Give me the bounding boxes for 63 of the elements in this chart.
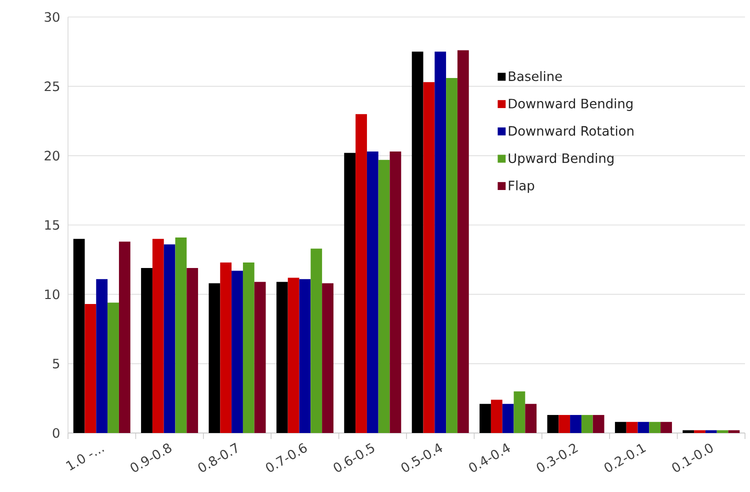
bar [242,262,254,433]
bar [581,414,593,433]
bar [423,82,435,433]
bar [152,238,164,433]
bar [208,283,220,433]
bar [490,400,502,433]
bar [232,270,243,433]
bar [84,304,96,433]
bar [96,279,108,433]
bar [299,279,311,433]
bar [716,430,728,433]
bar [592,414,604,433]
bar [638,422,650,433]
y-tick-label: 5 [52,358,60,368]
legend-label: Downward Bending [508,98,632,111]
bar [514,391,526,433]
y-tick-label: 0 [52,428,60,438]
y-tick-label: 30 [44,12,60,22]
bar [728,430,740,433]
bar [175,237,187,433]
legend-label: Flap [508,180,534,193]
y-tick-label: 20 [44,150,60,161]
y-tick-label: 25 [44,81,60,92]
bar [366,152,378,433]
bar [108,302,119,433]
bar [220,262,232,433]
bar [412,52,424,433]
legend-label: Upward Bending [508,153,614,166]
bar [73,238,85,433]
x-tick-label: 1.0 -... [66,450,104,470]
bar [626,422,638,433]
bar [525,404,537,433]
bar [276,282,288,433]
bar [378,160,390,433]
bar [694,430,706,433]
y-tick-label: 15 [45,220,60,230]
bar [118,242,130,433]
bar [547,414,559,433]
bar [344,152,356,433]
bar [322,283,334,433]
y-tick-label: 10 [45,289,60,300]
bar [254,282,266,433]
bar [705,430,717,433]
bar [457,50,469,433]
bar [186,268,198,433]
bar [682,430,694,433]
bar [288,278,300,433]
bar [356,114,367,433]
bar [660,422,672,433]
bar [141,268,152,433]
bar [446,78,458,433]
bar [649,422,661,433]
bar [570,414,582,433]
bar [558,414,570,433]
legend-label: Downward Rotation [508,126,634,136]
bar [502,404,514,433]
bar [480,404,491,433]
bar [390,152,402,433]
bar [614,422,626,433]
bar [164,244,176,433]
bar [434,52,446,433]
legend-label: Baseline [508,71,562,82]
bar [310,248,322,433]
